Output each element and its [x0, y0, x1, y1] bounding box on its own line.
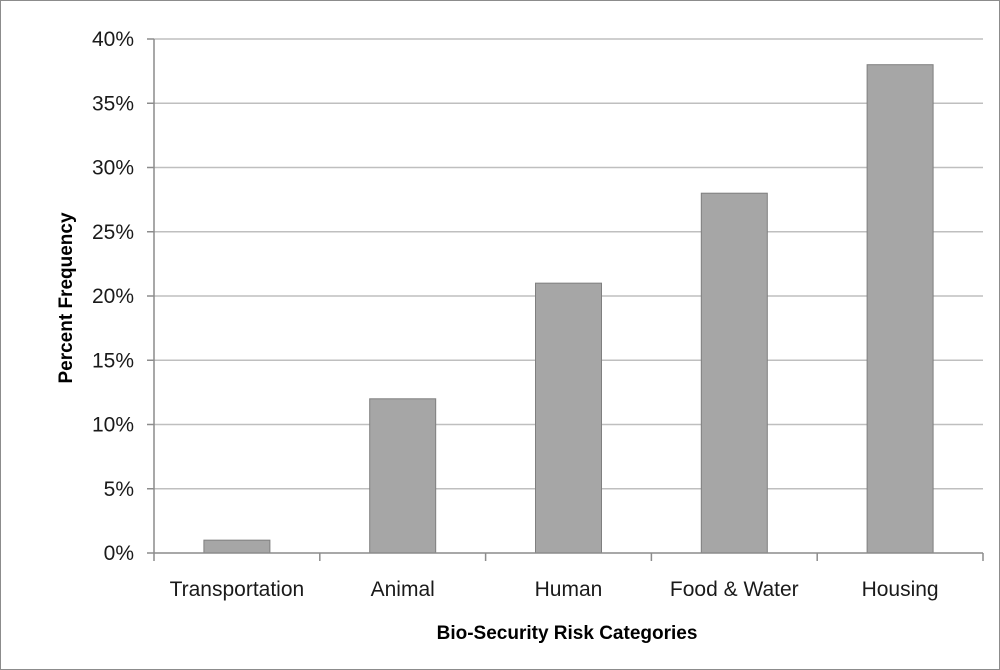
bar	[203, 539, 271, 554]
y-tick-label: 25%	[92, 221, 134, 244]
y-tick-label: 30%	[92, 157, 134, 180]
x-tick-label: Food & Water	[670, 578, 799, 601]
y-tick-label: 0%	[104, 542, 134, 565]
axes	[147, 38, 984, 561]
y-tick-label: 15%	[92, 349, 134, 372]
x-tick-label: Animal	[371, 578, 435, 601]
x-tick-label: Human	[535, 578, 603, 601]
y-tick-label: 10%	[92, 414, 134, 437]
y-tick-label: 5%	[104, 478, 134, 501]
x-tick-labels: Transportation Animal Human Food & Water Hou…	[170, 578, 939, 601]
y-tick-label: 40%	[92, 28, 134, 51]
bars	[203, 64, 934, 554]
x-tick-label: Transportation	[170, 578, 305, 601]
bar	[700, 192, 768, 554]
bar	[535, 282, 602, 554]
x-tick-label: Housing	[862, 578, 939, 601]
bar	[369, 398, 437, 554]
y-tick-labels: 0% 5% 10% 15% 20% 25% 30% 35% 40%	[92, 28, 134, 565]
x-axis-title: Bio-Security Risk Categories	[437, 623, 698, 644]
y-axis-title: Percent Frequency	[56, 212, 77, 383]
y-tick-label: 35%	[92, 92, 134, 115]
y-tick-label: 20%	[92, 285, 134, 308]
bar	[866, 64, 934, 554]
